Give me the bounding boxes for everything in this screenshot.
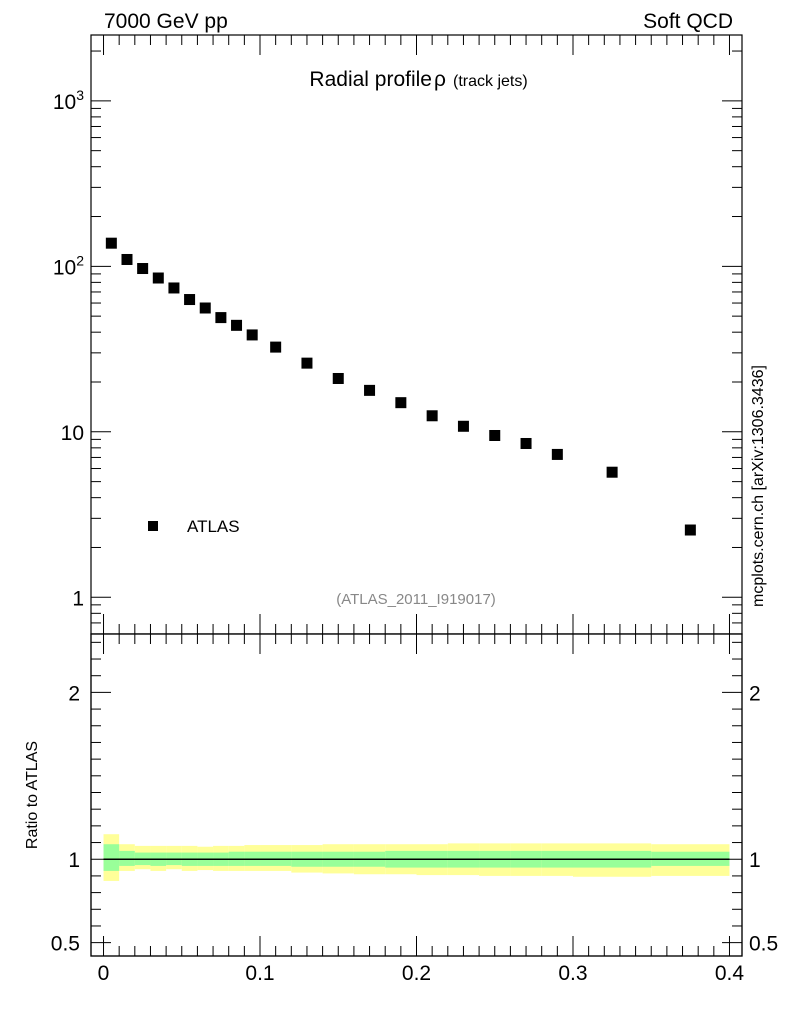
data-point bbox=[215, 312, 227, 324]
ratio-axis-label: Ratio to ATLAS bbox=[24, 741, 41, 849]
source-side-label: mcplots.cern.ch [arXiv:1306.3436] bbox=[750, 365, 767, 607]
y-tick-label: 10 bbox=[61, 422, 84, 445]
uncertainty-band-inner bbox=[103, 844, 120, 871]
ratio-y-ticks bbox=[91, 641, 742, 944]
plot-title: Radial profile bbox=[309, 68, 432, 91]
ratio-y-tick-label-right: 1 bbox=[749, 849, 761, 872]
data-point bbox=[332, 372, 344, 384]
data-point bbox=[105, 237, 117, 249]
data-point bbox=[551, 448, 563, 460]
legend-marker bbox=[148, 521, 158, 531]
data-point bbox=[137, 263, 149, 275]
ratio-y-tick-label-right: 0.5 bbox=[749, 933, 778, 956]
data-point bbox=[606, 466, 618, 478]
ratio-x-ticks bbox=[103, 634, 730, 956]
data-point bbox=[457, 420, 469, 432]
main-y-ticks bbox=[91, 50, 742, 635]
x-tick-label: 0.4 bbox=[715, 962, 745, 985]
analysis-label: (ATLAS_2011_I919017) bbox=[336, 591, 496, 608]
ratio-y-tick-label-left: 2 bbox=[68, 682, 80, 705]
x-tick-label: 0.1 bbox=[245, 962, 274, 985]
data-point bbox=[684, 524, 696, 536]
ratio-y-tick-label-right: 2 bbox=[749, 682, 761, 705]
data-point bbox=[184, 294, 196, 306]
plot-subtitle: (track jets) bbox=[453, 73, 528, 90]
data-point bbox=[246, 329, 258, 341]
data-point bbox=[231, 319, 243, 331]
y-tick-label: 103 bbox=[53, 87, 84, 114]
data-point bbox=[426, 410, 438, 422]
ratio-plot-frame bbox=[90, 633, 743, 957]
x-tick-label: 0 bbox=[98, 962, 110, 985]
main-x-ticks bbox=[103, 35, 730, 634]
data-point bbox=[364, 384, 376, 396]
data-point bbox=[199, 302, 211, 314]
process-label: Soft QCD bbox=[643, 10, 733, 33]
main-plot-frame bbox=[90, 34, 743, 635]
data-point bbox=[520, 437, 532, 449]
y-tick-label: 1 bbox=[72, 587, 84, 610]
data-markers bbox=[105, 237, 696, 536]
legend-label: ATLAS bbox=[187, 517, 240, 536]
ratio-y-tick-label-left: 0.5 bbox=[51, 933, 80, 956]
energy-label: 7000 GeV pp bbox=[104, 10, 228, 33]
data-point bbox=[121, 253, 133, 265]
y-tick-label: 102 bbox=[53, 252, 84, 279]
data-point bbox=[489, 429, 501, 441]
x-tick-label: 0.3 bbox=[558, 962, 587, 985]
data-point bbox=[270, 341, 282, 353]
data-point bbox=[301, 357, 313, 369]
uncertainty-band-inner bbox=[119, 850, 135, 866]
x-tick-label: 0.2 bbox=[402, 962, 431, 985]
plot-title-symbol: ρ bbox=[434, 68, 446, 91]
ratio-y-tick-label-left: 1 bbox=[68, 849, 80, 872]
data-point bbox=[152, 272, 164, 284]
main-y-tick-labels: 1 10 102 103 bbox=[53, 87, 84, 610]
data-point bbox=[168, 282, 180, 294]
ratio-tick-labels: 0.5 0.5 1 1 2 2 0 0.1 0.2 0.3 0.4 bbox=[51, 682, 778, 985]
ratio-panel: 0.5 0.5 1 1 2 2 0 0.1 0.2 0.3 0.4 Ratio to ATLAS bbox=[24, 633, 778, 985]
data-point bbox=[395, 397, 407, 409]
